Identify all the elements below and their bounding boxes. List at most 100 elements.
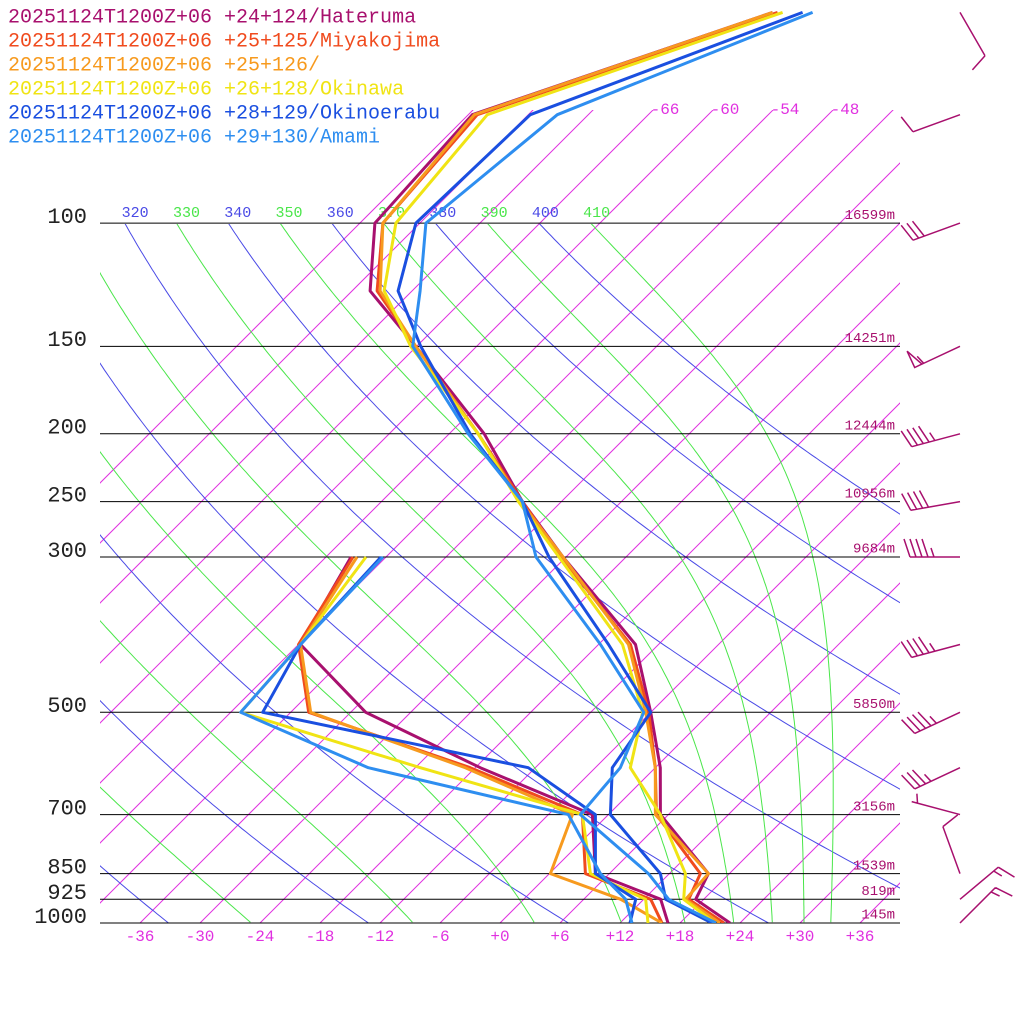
- wind-barb: [942, 814, 961, 874]
- wind-barb: [900, 425, 961, 448]
- dewpoint-line: [299, 556, 670, 923]
- wind-barb: [900, 113, 961, 133]
- isotherm: [100, 110, 714, 724]
- isotherm: [859, 882, 900, 923]
- x-tick-label: +18: [666, 928, 695, 946]
- x-tick-label: +12: [606, 928, 635, 946]
- wind-barb: [901, 767, 961, 790]
- wind-barb: [911, 793, 961, 816]
- x-tick-label: +24: [726, 928, 755, 946]
- adiabat-label: 380: [429, 205, 456, 222]
- isotherm: [100, 110, 654, 664]
- dry-adiabat: [228, 224, 900, 790]
- legend-entry: 20251124T1200Z+06 +29+130/Amami: [8, 126, 380, 149]
- height-label: 10956m: [845, 486, 895, 502]
- isotherm-label: -60: [711, 101, 740, 119]
- wind-barb: [906, 345, 961, 369]
- wind-barb: [901, 490, 961, 512]
- x-tick-label: -6: [430, 928, 449, 946]
- wind-barb: [900, 220, 961, 241]
- x-tick-label: +30: [786, 928, 815, 946]
- isotherm: [739, 762, 900, 923]
- wind-barb: [959, 12, 986, 71]
- pressure-axis: 1000 145m 925 819m 850 1539m 700 3156m 500 5850m 3…: [34, 205, 900, 930]
- x-tick-label: +0: [490, 928, 509, 946]
- y-tick-label: 250: [47, 483, 87, 508]
- isotherm-label: -48: [831, 101, 860, 119]
- isotherm: [679, 702, 900, 923]
- isotherm: [259, 282, 900, 923]
- x-tick-label: -30: [186, 928, 215, 946]
- legend-entry: 20251124T1200Z+06 +25+126/: [8, 54, 320, 77]
- height-label: 1539m: [853, 858, 895, 874]
- adiabat-label: 400: [532, 205, 559, 222]
- y-tick-label: 200: [47, 416, 87, 441]
- moist-adiabat: [100, 271, 622, 923]
- adiabat-label: 350: [275, 205, 302, 222]
- adiabat-label: 360: [327, 205, 354, 222]
- dry-adiabat: [124, 224, 900, 889]
- dry-adiabat: [435, 224, 900, 604]
- y-tick-label: 300: [47, 539, 87, 564]
- isotherm: [100, 110, 774, 784]
- legend-entry: 20251124T1200Z+06 +24+124/Hateruma: [8, 6, 416, 29]
- isotherm-label: -54: [771, 101, 800, 119]
- dewpoint-line: [299, 556, 663, 923]
- wind-barb: [903, 538, 961, 558]
- adiabat-label: 330: [173, 205, 200, 222]
- temperature-line: [368, 10, 774, 923]
- adiabat-label: 320: [122, 205, 149, 222]
- temperature-line: [375, 10, 779, 923]
- dewpoint-line: [261, 555, 638, 923]
- isotherm: [100, 110, 594, 604]
- profiles: [239, 10, 814, 923]
- isotherm: [100, 110, 834, 844]
- isotherm: [559, 582, 900, 923]
- dry-adiabat: [100, 699, 369, 923]
- height-label: 145m: [861, 908, 895, 924]
- adiabat-label: 390: [481, 205, 508, 222]
- wind-barb: [959, 866, 1015, 900]
- temperature-line: [378, 10, 774, 923]
- height-label: 9684m: [853, 542, 895, 558]
- x-tick-label: -24: [246, 928, 275, 946]
- dry-adiabat: [100, 534, 569, 923]
- y-tick-label: 850: [47, 855, 87, 880]
- isotherm-label: -66: [651, 101, 680, 119]
- temperature-line: [396, 10, 804, 923]
- isotherm: [100, 110, 894, 904]
- dewpoint-line: [239, 555, 634, 923]
- height-label: 14251m: [845, 331, 895, 347]
- isotherm: [619, 642, 900, 923]
- y-tick-label: 500: [47, 694, 87, 719]
- y-tick-label: 150: [47, 328, 87, 353]
- temperature-line: [411, 11, 814, 923]
- wind-barb: [900, 636, 961, 659]
- x-tick-label: +36: [846, 928, 875, 946]
- legend-entry: 20251124T1200Z+06 +28+129/Okinoerabu: [8, 102, 440, 125]
- y-tick-label: 700: [47, 796, 87, 821]
- adiabat-label: 410: [583, 205, 610, 222]
- y-tick-label: 100: [47, 205, 87, 230]
- y-tick-label: 925: [47, 881, 87, 906]
- temperature-line: [382, 10, 784, 923]
- wind-barb: [901, 711, 961, 735]
- y-tick-label: 1000: [34, 905, 87, 930]
- legend-entry: 20251124T1200Z+06 +25+125/Miyakojima: [8, 30, 440, 53]
- moist-adiabat: [590, 224, 834, 923]
- wind-barb: [959, 886, 1013, 924]
- dry-adiabat: [539, 224, 900, 515]
- isotherm: [379, 402, 900, 923]
- x-tick-label: -12: [366, 928, 395, 946]
- legend: 20251124T1200Z+06 +24+124/Hateruma202511…: [8, 6, 440, 149]
- moist-adiabat: [487, 224, 805, 923]
- x-tick-label: -36: [126, 928, 155, 946]
- x-tick-label: -18: [306, 928, 335, 946]
- dry-adiabat: [331, 224, 900, 695]
- height-label: 16599m: [845, 208, 895, 224]
- dry-adiabat: [100, 362, 769, 923]
- wind-barbs: [900, 12, 1015, 924]
